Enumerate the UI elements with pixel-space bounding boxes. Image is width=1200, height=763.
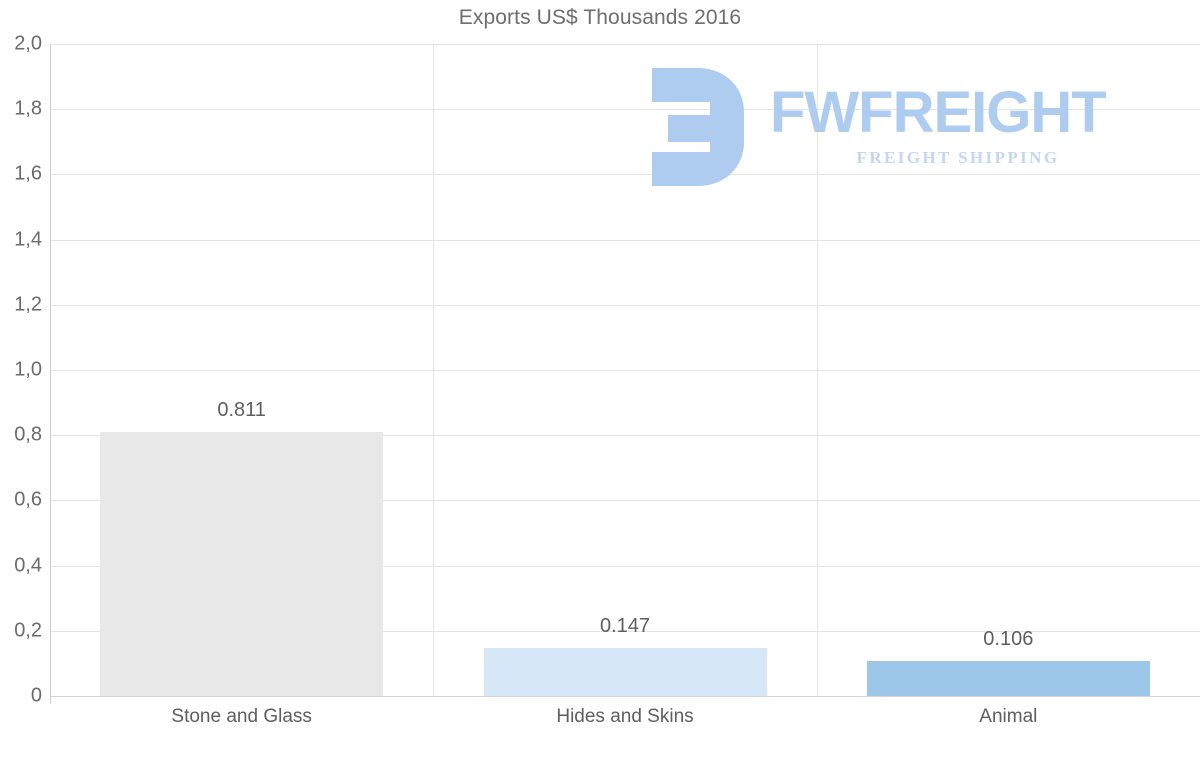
y-tick-label: 0,2 [14, 619, 42, 642]
y-tick-label: 1,6 [14, 162, 42, 185]
y-axis-line [50, 44, 51, 704]
x-tick-label: Stone and Glass [171, 706, 312, 727]
bar[interactable] [866, 661, 1150, 696]
gridline [50, 565, 1200, 567]
gridline [50, 44, 1200, 45]
gridline [50, 370, 1200, 371]
category-divider [816, 44, 818, 696]
plot-area [50, 44, 1200, 697]
gridline [50, 500, 1200, 502]
category-divider [433, 44, 435, 696]
bar-value-label: 0.147 [599, 615, 651, 638]
gridline [50, 304, 1200, 306]
y-tick-label: 0 [30, 684, 42, 707]
y-tick-label: 1,8 [14, 97, 42, 120]
chart-title: Exports US$ Thousands 2016 [458, 6, 742, 29]
bar[interactable] [483, 648, 767, 696]
bar-value-label: 0.106 [983, 628, 1034, 651]
bar-value-label: 0.811 [217, 398, 266, 421]
y-tick-label: 1,2 [14, 293, 42, 316]
y-tick-label: 1,0 [14, 358, 42, 381]
gridline [50, 109, 1200, 111]
x-tick-label: Animal [979, 706, 1038, 727]
x-tick-label: Hides and Skins [556, 706, 694, 727]
bar[interactable] [100, 431, 384, 696]
y-tick-label: 2,0 [14, 32, 42, 55]
gridline [50, 174, 1200, 176]
gridline [50, 435, 1200, 437]
y-tick-label: 0,4 [14, 554, 42, 577]
gridline [50, 239, 1200, 241]
y-tick-label: 0,8 [14, 423, 42, 446]
y-tick-label: 1,4 [14, 228, 42, 251]
y-tick-label: 0,6 [14, 488, 42, 511]
gridline [50, 630, 1200, 632]
gridline [50, 696, 1200, 697]
